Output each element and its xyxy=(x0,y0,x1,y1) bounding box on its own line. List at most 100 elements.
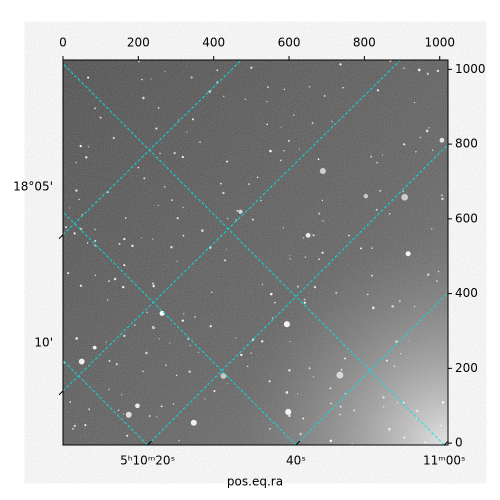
star xyxy=(79,144,82,148)
star xyxy=(342,87,344,89)
dec-tick-label: 18°05' xyxy=(13,179,53,193)
star xyxy=(135,403,140,409)
star xyxy=(173,151,176,155)
star xyxy=(226,217,229,220)
star xyxy=(191,118,195,121)
star xyxy=(339,405,342,408)
star xyxy=(238,209,243,214)
star xyxy=(86,242,89,244)
star xyxy=(226,160,229,163)
star xyxy=(298,148,301,150)
star xyxy=(150,78,152,80)
star xyxy=(78,358,85,365)
star xyxy=(160,405,163,408)
star xyxy=(441,197,444,201)
star xyxy=(379,189,382,192)
grid-line xyxy=(147,143,448,445)
x-tick-label: 1000 xyxy=(424,36,455,50)
star xyxy=(222,95,225,98)
star xyxy=(322,220,324,222)
star xyxy=(198,351,200,353)
star xyxy=(289,258,291,260)
star xyxy=(388,427,391,431)
star xyxy=(340,368,343,371)
ra-tick-label: 5ʰ10ᵐ20ˢ xyxy=(120,454,175,468)
grid-line xyxy=(443,440,448,445)
star xyxy=(289,340,291,342)
star xyxy=(304,256,307,258)
star xyxy=(169,342,171,344)
star xyxy=(302,417,305,420)
star xyxy=(178,440,180,442)
star xyxy=(432,149,434,151)
y-tick-label: 200 xyxy=(455,361,478,375)
star xyxy=(267,86,269,88)
star xyxy=(172,403,175,405)
star xyxy=(182,206,184,209)
x-tick-label: 400 xyxy=(202,36,225,50)
star xyxy=(399,352,402,355)
star xyxy=(69,207,71,209)
star xyxy=(402,190,404,193)
star xyxy=(370,155,373,158)
star xyxy=(311,122,314,125)
star xyxy=(424,441,427,444)
star xyxy=(266,123,269,126)
star xyxy=(78,198,80,201)
star xyxy=(260,199,262,202)
star xyxy=(158,338,160,340)
star xyxy=(416,409,419,413)
star xyxy=(94,228,96,231)
star xyxy=(405,251,411,257)
star xyxy=(84,424,87,427)
star xyxy=(283,149,285,152)
grid-line xyxy=(63,211,297,445)
star xyxy=(371,274,373,277)
star xyxy=(389,60,392,63)
star xyxy=(318,212,321,215)
x-tick-label: 0 xyxy=(59,36,67,50)
star xyxy=(303,301,306,304)
star xyxy=(317,158,320,161)
star xyxy=(227,383,229,385)
star xyxy=(125,411,132,418)
plot-frame xyxy=(62,59,449,446)
grid-line xyxy=(63,63,445,445)
star xyxy=(121,394,123,396)
star xyxy=(213,389,216,393)
star xyxy=(303,298,306,301)
star xyxy=(88,408,91,411)
star xyxy=(108,388,110,391)
star xyxy=(106,299,109,301)
star xyxy=(131,244,134,248)
star xyxy=(382,396,385,399)
star xyxy=(219,182,222,185)
star xyxy=(235,219,237,221)
star xyxy=(360,247,362,250)
star xyxy=(312,234,315,237)
y-tick-label: 1000 xyxy=(455,62,486,76)
star xyxy=(319,167,326,174)
star xyxy=(220,372,227,379)
star xyxy=(170,246,173,249)
star xyxy=(282,227,285,229)
star xyxy=(134,324,136,326)
star xyxy=(299,432,302,436)
ra-tick xyxy=(443,440,449,446)
star xyxy=(382,406,385,408)
star xyxy=(209,325,212,328)
star xyxy=(293,114,295,116)
star xyxy=(107,280,110,283)
star xyxy=(141,78,143,81)
y-tick-label: 0 xyxy=(455,436,463,450)
dec-tick xyxy=(58,390,64,396)
star xyxy=(371,247,373,249)
star xyxy=(426,273,430,276)
star xyxy=(283,321,290,328)
star xyxy=(99,116,102,119)
star xyxy=(440,424,442,427)
star xyxy=(151,325,153,328)
star xyxy=(285,391,289,394)
x-axis-label: pos.eq.ra xyxy=(227,475,283,489)
